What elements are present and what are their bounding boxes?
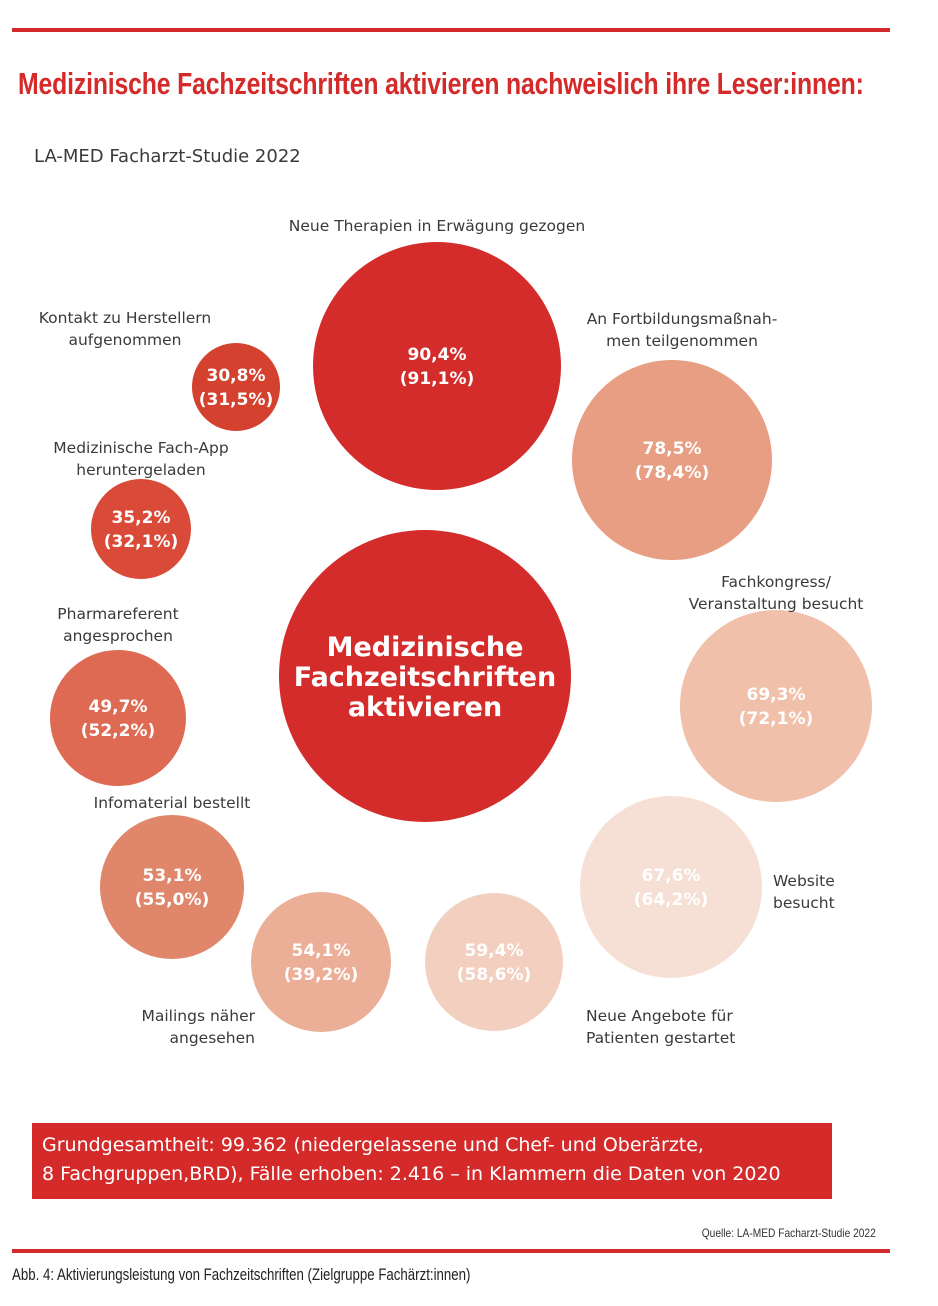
center-bubble-label-line: Medizinische [327,632,524,663]
bubble-label-line: Kontakt zu Herstellern [39,309,211,327]
population-info-box: Grundgesamtheit: 99.362 (niedergelassene… [32,1123,832,1199]
bubble-label: Mailings näher angesehen [141,1007,255,1047]
bubble-label-line: angesprochen [63,627,173,645]
bubble-previous-value: (31,5%) [199,390,274,410]
bubble-previous-value: (52,2%) [81,721,156,741]
bubble-label: Pharmareferent angesprochen [57,605,178,645]
bubble-label-line: angesehen [170,1029,256,1047]
bubble-label: Fachkongress/Veranstaltung besucht [689,573,864,613]
bubble-chart: Medizinische Fachzeitschriften aktivieren 9… [39,217,872,1047]
bubble-label-line: Neue Therapien in Erwägung gezogen [289,217,585,235]
bubble-previous-value: (55,0%) [135,890,210,910]
bubble-label-line: men teilgenommen [606,332,758,350]
bubble-label-line: Fachkongress/ [721,573,832,591]
page-subtitle: LA-MED Facharzt-Studie 2022 [34,146,301,167]
bubble-value: 49,7% [89,697,148,717]
bubble-circle [100,815,244,959]
bubble-value: 35,2% [112,508,171,528]
center-bubble-label: Medizinische Fachzeitschriften aktivieren [294,632,557,723]
bubble-value: 54,1% [292,941,351,961]
bubble-label-line: aufgenommen [68,331,181,349]
bubble-previous-value: (64,2%) [634,890,709,910]
bubble-value: 69,3% [747,685,806,705]
bubble-label: Neue Therapien in Erwägung gezogen [289,217,585,235]
center-bubble-label-line: Fachzeitschriften [294,662,557,693]
bubble-circle [313,242,561,490]
bubble-value: 78,5% [643,439,702,459]
center-bubble [279,530,571,822]
bubble-label-line: Pharmareferent [57,605,178,623]
bubble-previous-value: (39,2%) [284,965,359,985]
bubble-circle [50,650,186,786]
bubble-group: 49,7% (52,2%) Pharmareferent angesprochen [50,605,186,786]
bubble-label: Website besucht [773,872,835,912]
bubble-group: 35,2% (32,1%) Medizinische Fach-App herunte… [53,439,229,579]
bubble-label-line: heruntergeladen [76,461,205,479]
bubble-label: Kontakt zu Herstellern aufgenommen [39,309,211,349]
bubble-value: 90,4% [408,345,467,365]
bubble-circle [91,479,191,579]
bubble-value: 53,1% [143,866,202,886]
population-info-line-2: 8 Fachgruppen,BRD), Fälle erhoben: 2.416… [42,1163,781,1185]
bubble-circle [572,360,772,560]
bubble-previous-value: (91,1%) [400,369,475,389]
bubble-group: 69,3% (72,1%) Fachkongress/Veranstaltung b… [680,573,872,802]
top-rule [12,28,890,32]
population-info-line-1: Grundgesamtheit: 99.362 (niedergelassene… [42,1134,704,1156]
bubble-group: 53,1% (55,0%) Infomaterial bestellt [94,794,251,959]
bubble-value: 59,4% [465,941,524,961]
bubble-label-line: Veranstaltung besucht [689,595,864,613]
bubble-previous-value: (58,6%) [457,965,532,985]
bubble-previous-value: (32,1%) [104,532,179,552]
bubble-group: 90,4% (91,1%) Neue Therapien in Erwägung g… [289,217,585,490]
bubble-value: 67,6% [642,866,701,886]
figure-caption: Abb. 4: Aktivierungsleistung von Fachzei… [12,1265,471,1284]
bubble-label: An Fortbildungsmaßnah-men teilgenommen [587,310,778,350]
bubble-previous-value: (78,4%) [635,463,710,483]
bubble-label-line: Patienten gestartet [586,1029,735,1047]
bubble-label-line: Mailings näher [141,1007,255,1025]
bubble-group: 54,1% (39,2%) Mailings näher angesehen [141,892,391,1047]
bubble-circle [425,893,563,1031]
bubble-label-line: Medizinische Fach-App [53,439,228,457]
bubble-label-line: Neue Angebote für [586,1007,733,1025]
bubble-previous-value: (72,1%) [739,709,814,729]
bubble-label-line: besucht [773,894,835,912]
bubble-group: 78,5% (78,4%) An Fortbildungsmaßnah-men te… [572,310,777,560]
bottom-rule [12,1249,890,1253]
source-note: Quelle: LA-MED Facharzt-Studie 2022 [701,1226,876,1240]
bubble-label: Infomaterial bestellt [94,794,251,812]
bubble-label: Neue Angebote für Patienten gestartet [586,1007,735,1047]
bubble-label-line: An Fortbildungsmaßnah- [587,310,778,328]
bubble-label-line: Infomaterial bestellt [94,794,251,812]
bubble-value: 30,8% [207,366,266,386]
bubble-circle [192,343,280,431]
bubble-group: 59,4% (58,6%) Neue Angebote für Patienten g… [425,893,735,1047]
center-bubble-label-line: aktivieren [348,692,502,723]
bubble-label: Medizinische Fach-App heruntergeladen [53,439,228,479]
bubble-circle [251,892,391,1032]
bubble-label-line: Website [773,872,835,890]
bubble-circle [580,796,762,978]
bubble-circle [680,610,872,802]
bubble-group: 67,6% (64,2%) Website besucht [580,796,835,978]
bubble-group: 30,8% (31,5%) Kontakt zu Herstellern aufgen… [39,309,280,431]
